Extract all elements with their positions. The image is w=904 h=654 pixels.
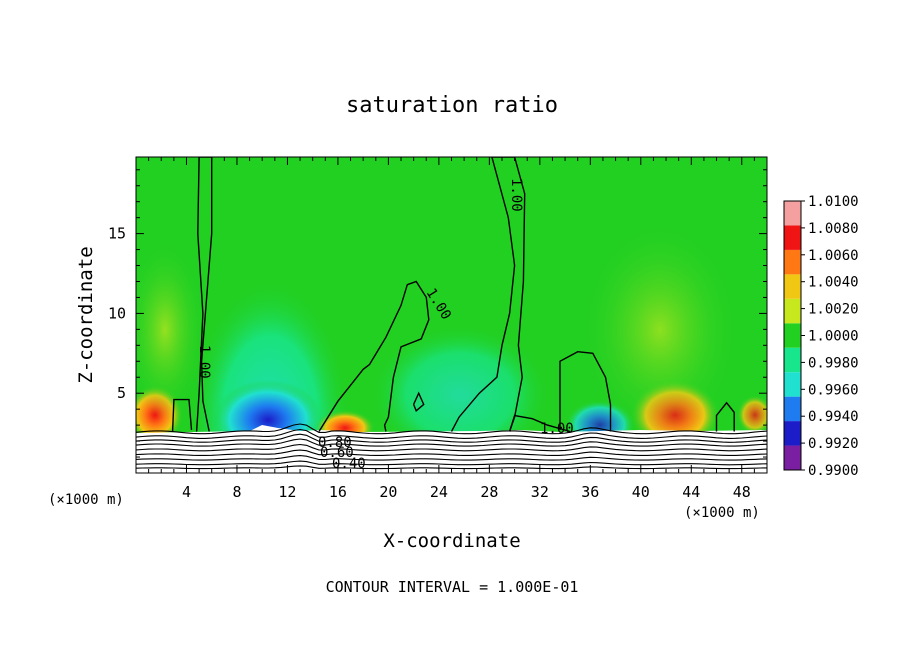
contour-label: 0.80 — [318, 435, 352, 451]
terrain-isoline — [136, 428, 767, 439]
contour-lines — [171, 157, 735, 433]
contour-line — [508, 414, 571, 433]
colorbar-label: 1.0060 — [808, 248, 859, 264]
y-tick-label: 10 — [108, 304, 126, 322]
colorbar-label: 0.9960 — [808, 382, 859, 398]
terrain-isoline — [136, 438, 767, 447]
y-tick-label: 5 — [117, 384, 126, 402]
contour-line — [171, 398, 193, 432]
x-tick-label: 48 — [733, 483, 751, 501]
terrain-isoline — [136, 433, 767, 443]
x-unit-left: (×1000 m) — [48, 492, 124, 508]
contour-label: 0.60 — [320, 445, 354, 461]
x-axis: 4 8 12 16 20 24 28 32 36 40 44 48 — [148, 157, 755, 501]
contour-line — [318, 280, 430, 432]
y-axis: 5 10 15 — [108, 169, 767, 458]
colorbar-swatch — [784, 225, 801, 250]
x-tick-label: 24 — [430, 483, 448, 501]
contour-label: 1.00 — [196, 345, 212, 379]
anomaly-blob — [136, 240, 205, 420]
y-axis-title: Z-coordinate — [75, 246, 97, 383]
anomaly-blob — [580, 220, 740, 440]
colorbar-label: 1.0040 — [808, 275, 859, 291]
contour-line — [195, 157, 213, 432]
x-unit-right: (×1000 m) — [684, 505, 760, 521]
x-tick-label: 20 — [379, 483, 397, 501]
contour-line — [412, 391, 425, 412]
terrain-isolines — [136, 423, 767, 470]
x-axis-title: X-coordinate — [383, 530, 520, 552]
terrain-isoline — [136, 423, 767, 435]
colorbar-swatch — [784, 421, 801, 446]
y-tick-label: 15 — [108, 225, 126, 243]
contour-label: 0.40 — [332, 456, 366, 472]
contour-interval-note: CONTOUR INTERVAL = 1.000E-01 — [326, 578, 579, 596]
heatmap-field — [136, 157, 767, 473]
colorbar-swatch — [784, 445, 801, 470]
x-tick-label: 32 — [531, 483, 549, 501]
colorbar-swatch — [784, 323, 801, 348]
x-tick-label: 16 — [329, 483, 347, 501]
colorbar-swatch — [784, 249, 801, 275]
terrain-isoline — [136, 460, 767, 466]
anomaly-blob — [370, 325, 550, 465]
contour-line — [715, 401, 735, 432]
colorbar-label: 1.0020 — [808, 302, 859, 318]
colorbar-swatch — [784, 347, 801, 373]
colorbar-swatch — [784, 298, 801, 324]
x-tick-label: 36 — [581, 483, 599, 501]
contour-line — [450, 157, 526, 432]
x-tick-label: 12 — [278, 483, 296, 501]
colorbar-swatch — [784, 396, 801, 422]
terrain-isoline — [136, 465, 767, 470]
colorbar-swatch — [784, 372, 801, 397]
colorbar-label: 0.9940 — [808, 409, 859, 425]
colorbar-swatch — [784, 274, 801, 299]
colorbar-label: 1.0080 — [808, 221, 859, 237]
colorbar-label: 0.9980 — [808, 355, 859, 371]
colorbar-label: 0.9900 — [808, 463, 859, 479]
x-tick-label: 4 — [182, 483, 191, 501]
contour-line — [559, 350, 612, 432]
colorbar-swatch — [784, 201, 801, 226]
anomaly-blob — [737, 395, 767, 435]
x-tick-label: 40 — [632, 483, 650, 501]
terrain-isoline — [136, 455, 767, 461]
colorbar-label: 1.0100 — [808, 194, 859, 210]
colorbar-label: 0.9920 — [808, 436, 859, 452]
colorbar-label: 1.0000 — [808, 329, 859, 345]
x-tick-label: 44 — [682, 483, 700, 501]
chart-title: saturation ratio — [346, 93, 558, 118]
colorbar: 1.0100 1.0080 1.0060 1.0040 1.0020 1.0000 0.99… — [783, 194, 859, 479]
terrain-isoline — [136, 443, 767, 452]
x-tick-label: 28 — [480, 483, 498, 501]
terrain-isoline — [136, 449, 767, 456]
contour-label: 1.00 — [508, 178, 524, 212]
contour-label: 1.00 — [540, 421, 574, 437]
x-tick-label: 8 — [232, 483, 241, 501]
